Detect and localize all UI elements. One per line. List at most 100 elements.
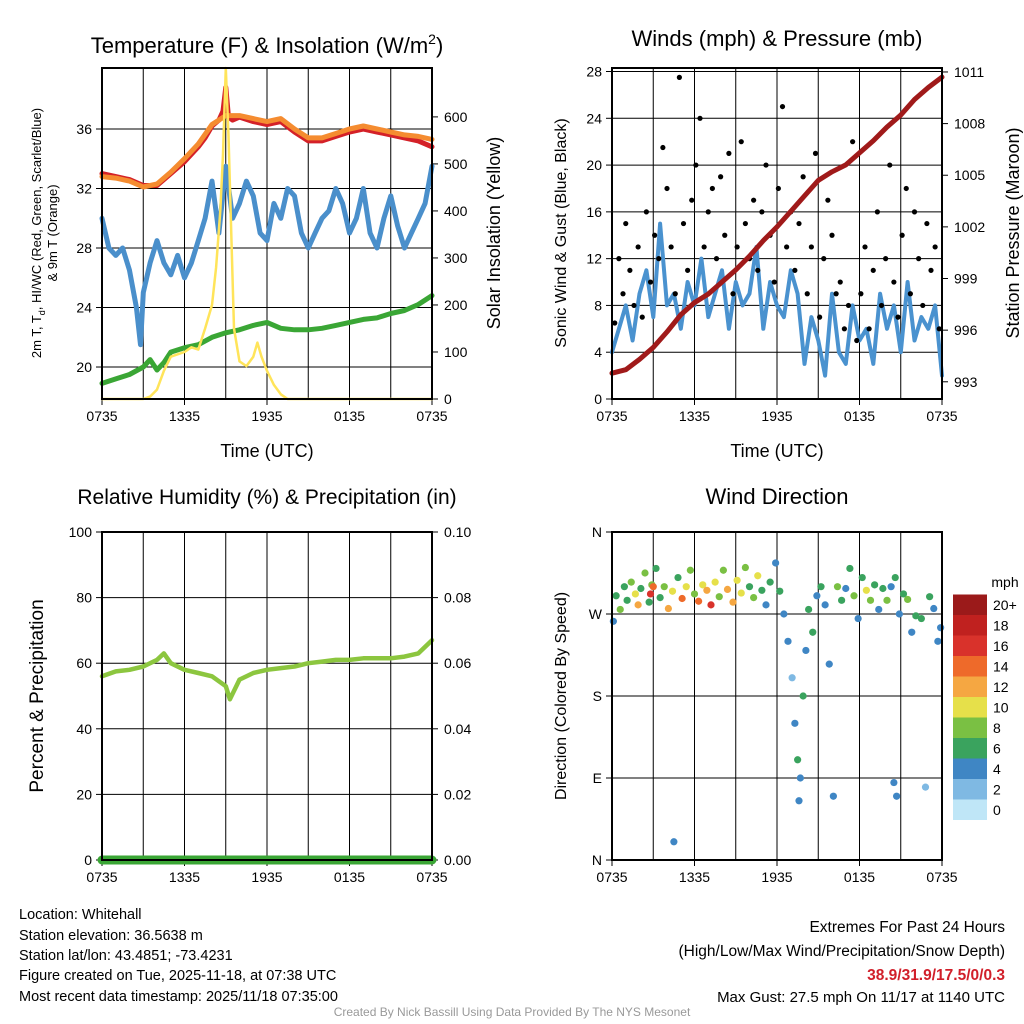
x-tick-label: 1935 bbox=[251, 408, 282, 424]
direction-point bbox=[616, 605, 624, 614]
y2-tick-label: 0.02 bbox=[444, 786, 471, 802]
series-solar bbox=[100, 66, 434, 401]
gust-point bbox=[887, 162, 893, 168]
gust-point bbox=[907, 291, 913, 297]
direction-point bbox=[645, 598, 653, 606]
direction-point bbox=[634, 601, 642, 609]
chart-title: Winds (mph) & Pressure (mb) bbox=[632, 26, 923, 51]
gust-point bbox=[612, 320, 618, 326]
gust-point bbox=[796, 220, 802, 227]
gust-point bbox=[895, 314, 901, 320]
direction-point bbox=[707, 601, 715, 609]
direction-point bbox=[631, 590, 639, 598]
gust-point bbox=[647, 279, 654, 285]
y2-axis-label: Solar Insolation (Yellow) bbox=[484, 137, 504, 329]
colorbar-label: 10 bbox=[993, 699, 1009, 715]
y2-tick-label: 200 bbox=[444, 297, 468, 313]
x-tick-label: 1935 bbox=[761, 408, 792, 424]
y2-tick-label: 999 bbox=[954, 271, 978, 287]
gust-point bbox=[627, 267, 633, 273]
colorbar-swatch bbox=[953, 779, 987, 800]
direction-point bbox=[846, 564, 854, 573]
direction-point bbox=[678, 594, 686, 603]
direction-point bbox=[641, 569, 649, 577]
gust-point bbox=[751, 197, 757, 203]
gust-point bbox=[639, 314, 645, 320]
direction-point bbox=[715, 593, 723, 601]
y-tick-label: 28 bbox=[76, 240, 92, 256]
direction-point bbox=[772, 559, 780, 567]
x-tick-label: 1935 bbox=[251, 869, 282, 885]
chart-title: Relative Humidity (%) & Precipitation (i… bbox=[77, 486, 456, 509]
y-axis-label: Percent & Precipitation bbox=[27, 599, 48, 792]
y-label-part: , HI/WC (Red, Green, Scarlet/Blue) bbox=[29, 108, 44, 310]
direction-point bbox=[862, 586, 870, 594]
y-tick-label: 24 bbox=[76, 300, 92, 316]
gust-point bbox=[738, 139, 744, 145]
direction-point bbox=[821, 601, 829, 609]
extremes-values: 38.9/31.9/17.5/0/0.3 bbox=[867, 967, 1005, 984]
direction-point bbox=[879, 584, 887, 593]
x-tick-label: 0735 bbox=[926, 408, 957, 424]
x-tick-label: 1335 bbox=[679, 869, 710, 885]
gust-point bbox=[709, 185, 715, 192]
colorbar-label: 16 bbox=[993, 638, 1009, 654]
x-tick-label: 0735 bbox=[596, 869, 627, 885]
gust-point bbox=[668, 244, 674, 250]
info-elevation: Station elevation: 36.5638 m bbox=[19, 928, 203, 944]
gust-point bbox=[620, 291, 626, 297]
direction-point bbox=[729, 598, 737, 606]
gust-point bbox=[792, 267, 798, 273]
direction-point bbox=[703, 586, 711, 594]
x-tick-label: 0735 bbox=[926, 869, 957, 885]
series-pressure bbox=[609, 74, 945, 376]
plot-border bbox=[611, 531, 943, 861]
y2-tick-label: 500 bbox=[444, 156, 468, 172]
gust-point bbox=[858, 291, 864, 297]
gust-point bbox=[911, 209, 918, 215]
y-tick-label: 100 bbox=[69, 524, 93, 540]
direction-point bbox=[875, 605, 883, 614]
gust-point bbox=[862, 244, 868, 250]
direction-point bbox=[825, 660, 833, 668]
gust-point bbox=[672, 291, 678, 297]
direction-point bbox=[912, 612, 920, 620]
colorbar-label: 18 bbox=[993, 617, 1009, 633]
x-tick-label: 0735 bbox=[416, 869, 447, 885]
y-tick-label: 0 bbox=[84, 852, 92, 868]
colorbar-label: 14 bbox=[993, 658, 1009, 674]
gust-point bbox=[784, 244, 790, 250]
direction-point bbox=[937, 624, 945, 632]
y2-tick-label: 400 bbox=[444, 203, 468, 219]
y-tick-label: E bbox=[593, 770, 602, 786]
x-axis-label: Time (UTC) bbox=[730, 441, 823, 461]
gust-point bbox=[804, 291, 810, 297]
direction-point bbox=[612, 592, 620, 600]
info-latlon: Station lat/lon: 43.4851; -73.4231 bbox=[19, 948, 233, 964]
y2-tick-label: 1005 bbox=[954, 167, 985, 183]
y-axis-label: Sonic Wind & Gust (Blue, Black) bbox=[553, 118, 570, 347]
y2-tick-label: 1002 bbox=[954, 219, 985, 235]
y2-tick-label: 0 bbox=[444, 391, 452, 407]
gust-point bbox=[874, 209, 880, 215]
direction-point bbox=[805, 605, 813, 614]
gust-point bbox=[705, 209, 711, 215]
y-tick-label: 32 bbox=[76, 180, 92, 196]
x-tick-label: 0135 bbox=[334, 869, 365, 885]
direction-point bbox=[904, 595, 912, 604]
x-tick-label: 0735 bbox=[596, 408, 627, 424]
direction-point bbox=[750, 594, 758, 602]
y2-tick-label: 1008 bbox=[954, 116, 985, 132]
direction-point bbox=[926, 593, 934, 601]
gust-point bbox=[631, 302, 637, 309]
y-tick-label: 60 bbox=[76, 655, 92, 671]
direction-point bbox=[921, 783, 930, 791]
direction-point bbox=[656, 594, 664, 602]
direction-point bbox=[854, 614, 862, 623]
gust-point bbox=[718, 174, 724, 180]
info-recent: Most recent data timestamp: 2025/11/18 0… bbox=[19, 989, 338, 1005]
direction-point bbox=[670, 838, 678, 846]
gust-point bbox=[833, 291, 839, 297]
gust-point bbox=[903, 185, 909, 192]
